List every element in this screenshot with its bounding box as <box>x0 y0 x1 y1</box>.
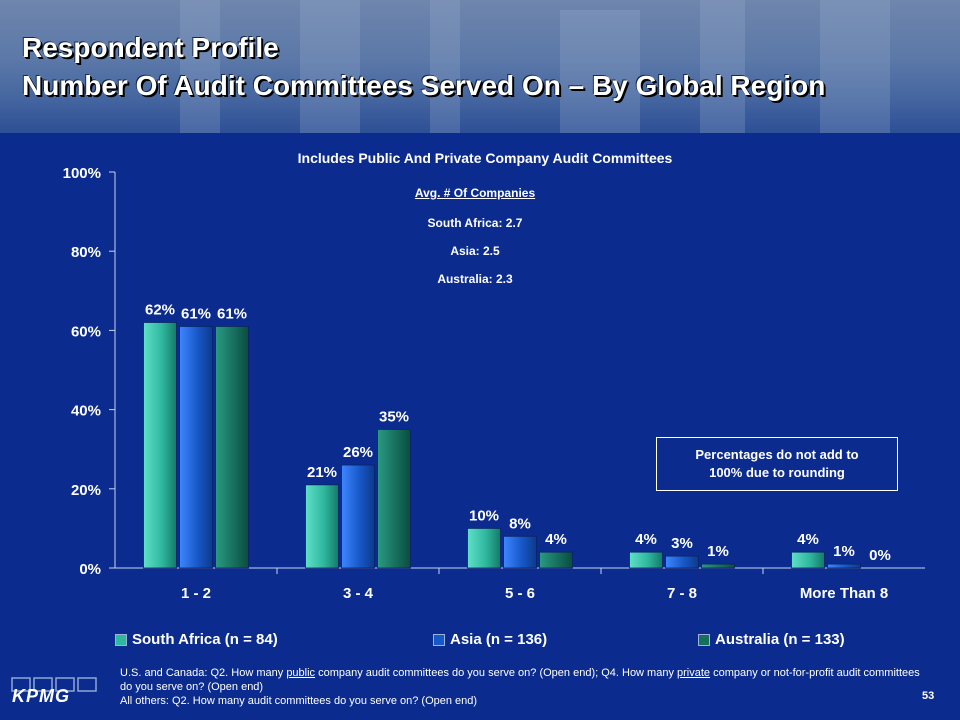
x-tick-label: 5 - 6 <box>505 585 535 602</box>
data-label: 26% <box>343 444 373 461</box>
data-label: 0% <box>869 547 891 564</box>
bar-south-africa <box>467 528 501 569</box>
footnote-private: private <box>677 667 711 679</box>
rounding-note-line1: Percentages do not add to <box>695 447 859 462</box>
data-label: 4% <box>635 531 657 548</box>
x-tick-label: 1 - 2 <box>181 585 211 602</box>
x-tick-label: 7 - 8 <box>667 585 697 602</box>
legend-swatch-australia <box>698 633 710 646</box>
y-tick-label: 40% <box>71 403 101 420</box>
bar-south-africa <box>143 322 177 569</box>
bar-asia <box>827 563 861 569</box>
bar-australia <box>701 563 735 569</box>
logo-text: KPMG <box>12 686 70 706</box>
legend-swatch-asia <box>433 633 445 646</box>
legend-label-australia: Australia (n = 133) <box>715 631 845 648</box>
footnote: U.S. and Canada: Q2. How many public com… <box>120 666 920 708</box>
legend-south-africa: South Africa (n = 84) <box>115 631 278 648</box>
footnote-public: public <box>286 667 316 679</box>
y-tick-label: 0% <box>79 561 101 578</box>
data-label: 21% <box>307 464 337 481</box>
page-title: Respondent Profile <box>22 32 279 63</box>
footnote-text-c: company or not-for-profit audit committe… <box>120 667 920 693</box>
x-tick-label: More Than 8 <box>800 585 888 602</box>
data-label: 1% <box>707 543 729 560</box>
chart-labels: 62% 61% 61% 21% 26% 35% 10% 8% 4% 4% 3% 1% 4% 1% 0% <box>145 301 891 564</box>
x-tick-label: 3 - 4 <box>343 585 374 602</box>
y-tick-label: 20% <box>71 482 101 499</box>
bar-asia <box>503 535 537 569</box>
data-label: 4% <box>797 531 819 548</box>
chart-title: Includes Public And Private Company Audi… <box>297 150 673 166</box>
data-label: 61% <box>217 305 247 322</box>
legend-australia: Australia (n = 133) <box>698 631 845 648</box>
footnote-line2: All others: Q2. How many audit committee… <box>120 695 478 707</box>
data-label: 4% <box>545 531 567 548</box>
legend-label-south-africa: South Africa (n = 84) <box>132 631 278 648</box>
chart-bars <box>143 322 861 569</box>
rounding-note: Percentages do not add to 100% due to ro… <box>656 437 898 491</box>
avg-australia: Australia: 2.3 <box>437 272 513 286</box>
data-label: 35% <box>379 408 409 425</box>
bar-asia <box>341 464 375 569</box>
footnote-text-b: company audit committees do you serve on… <box>315 667 678 679</box>
avg-asia: Asia: 2.5 <box>450 244 500 258</box>
title-banner: Respondent Profile Number Of Audit Commi… <box>0 0 960 133</box>
legend-label-asia: Asia (n = 136) <box>450 631 548 648</box>
data-label: 8% <box>509 515 531 532</box>
y-tick-label: 60% <box>71 323 101 340</box>
y-tick-label: 80% <box>71 244 101 261</box>
kpmg-logo <box>11 677 97 692</box>
data-label: 3% <box>671 535 693 552</box>
footnote-text-a: U.S. and Canada: Q2. How many <box>120 667 287 679</box>
bar-australia <box>215 326 249 569</box>
bar-australia <box>539 551 573 569</box>
y-tick-label: 100% <box>63 165 101 182</box>
data-label: 62% <box>145 301 175 318</box>
bar-south-africa <box>629 551 663 569</box>
data-label: 1% <box>833 543 855 560</box>
legend-swatch-south-africa <box>115 633 127 646</box>
page-subtitle: Number Of Audit Committees Served On – B… <box>22 70 826 101</box>
data-label: 61% <box>181 305 211 322</box>
bar-south-africa <box>791 551 825 569</box>
page-number: 53 <box>922 690 935 702</box>
chart-axes: 0% 20% 40% 60% 80% 100% 1 - 2 3 - 4 5 - 6 7 - 8 Mo… <box>63 165 925 602</box>
bar-asia <box>665 555 699 569</box>
avg-south-africa: South Africa: 2.7 <box>427 216 523 230</box>
data-label: 10% <box>469 507 499 524</box>
bar-asia <box>179 326 213 569</box>
avg-heading: Avg. # Of Companies <box>414 186 536 200</box>
bar-australia <box>377 428 411 569</box>
footnote-line1: U.S. and Canada: Q2. How many public com… <box>120 666 920 694</box>
bar-south-africa <box>305 484 339 569</box>
legend-asia: Asia (n = 136) <box>433 631 547 648</box>
rounding-note-line2: 100% due to rounding <box>709 465 845 480</box>
